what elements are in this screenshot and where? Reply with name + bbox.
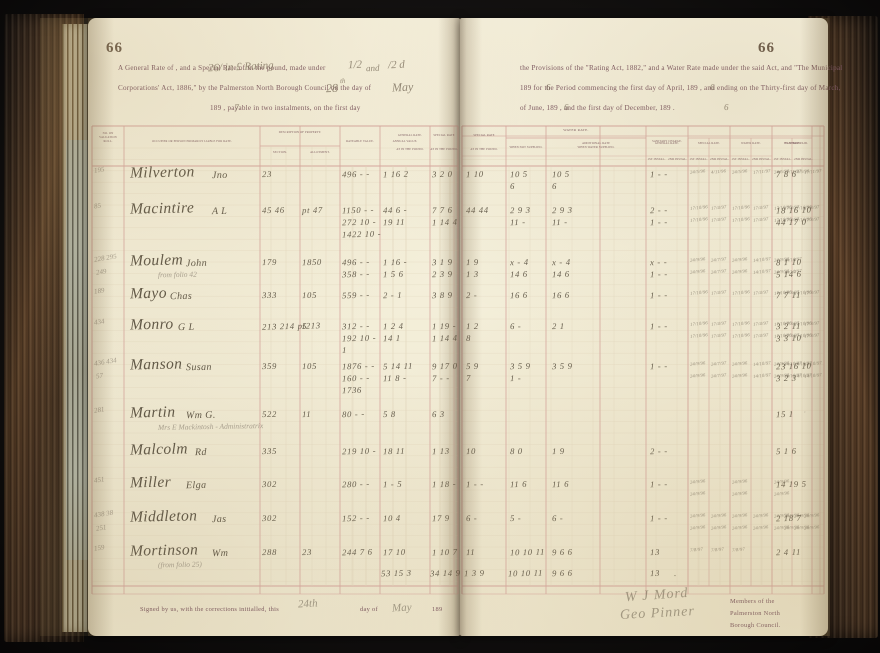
day-of-label: day of — [360, 606, 378, 613]
header-p-water-2nd: 2nd Instal. — [752, 157, 771, 161]
folio-number-left: 66 — [106, 40, 123, 56]
header-special-rate-2: Special Rate — [473, 133, 495, 137]
header-water-additional: Additional Rate When Water Supplied. — [577, 141, 615, 149]
preamble-left-line-2: Corporations' Act, 1886," by the Palmers… — [118, 84, 372, 92]
header-p-water-1st: 1st Instal. — [731, 157, 750, 161]
header-special-rate: Special Rate — [433, 133, 455, 137]
preamble-right-line-1: the Provisions of the "Rating Act, 1882,… — [520, 64, 843, 72]
header-section: Section. — [272, 150, 288, 154]
header-general-rate: General Rate. — [397, 133, 422, 137]
header-special-rate-pound: at in the pound. — [430, 147, 458, 151]
header-special-rate-2-pound: at in the pound. — [470, 147, 498, 151]
preamble-left-line-3: 189 , payable in two instalments, on the… — [210, 104, 361, 112]
header-paid-p-general: General Rate. — [654, 141, 679, 145]
header-occupier: Occupier or Person Primarily Liable for … — [152, 139, 232, 143]
header-p-general-2nd: 2nd Instal. — [668, 157, 687, 161]
folio-number-right: 66 — [758, 40, 775, 56]
header-paid-p-water: Water Rate. — [741, 141, 761, 145]
ledger-ruling — [40, 18, 830, 636]
header-p-general-1st: 1st Instal. — [647, 157, 666, 161]
header-rateable-value: Rateable Value. — [346, 139, 374, 143]
header-annual-value: Annual Value. — [392, 139, 418, 143]
header-allotment: Allotment. — [310, 150, 330, 154]
header-paid-p-special: Special Rate. — [697, 141, 721, 145]
preamble-right-line-3: of June, 189 , and the first day of Dece… — [520, 104, 675, 112]
page-left — [88, 18, 460, 636]
header-p-special-1st: 1st Instal. — [689, 157, 708, 161]
header-p-sanit-1st: 1st Instal. — [773, 157, 792, 161]
footer-month-handwritten: May — [391, 601, 412, 615]
header-water-rate: Water Rate. — [563, 128, 589, 132]
council-members-caption: Members of the Palmerston North Borough … — [730, 596, 781, 633]
header-paid-p-sanit: Sanitary. — [785, 141, 801, 145]
open-leaf: 66 66 A General Rate of , and a Special … — [40, 18, 842, 636]
members-line-2: Palmerston North — [730, 610, 781, 618]
header-by-whom-paid: By Whom Paid. — [784, 141, 808, 145]
page-right — [460, 18, 828, 636]
header-roll-no: No. on Valuation Roll. — [99, 131, 117, 143]
preamble-right-line-2: 189 for the Period commencing the first … — [520, 84, 841, 92]
year-label: 189 — [432, 606, 443, 613]
footer-day-handwritten: 24th — [297, 597, 318, 611]
signed-statement: Signed by us, with the corrections initi… — [140, 606, 280, 613]
members-line-1: Members of the — [730, 598, 775, 605]
header-p-sanit-2nd: 2nd Instal. — [794, 157, 813, 161]
header-water-not-supplied: When Not Supplied. — [509, 145, 543, 149]
header-description: Description of Property. — [278, 130, 322, 134]
header-sanitary-charge: Sanitary Charge. — [652, 139, 682, 143]
preamble-left-line-1: A General Rate of , and a Special Rate o… — [118, 64, 326, 72]
header-general-rate-pound: at in the pound. — [396, 147, 424, 151]
members-line-3: Borough Council. — [730, 622, 781, 630]
header-p-special-2nd: 2nd Instal. — [710, 157, 729, 161]
